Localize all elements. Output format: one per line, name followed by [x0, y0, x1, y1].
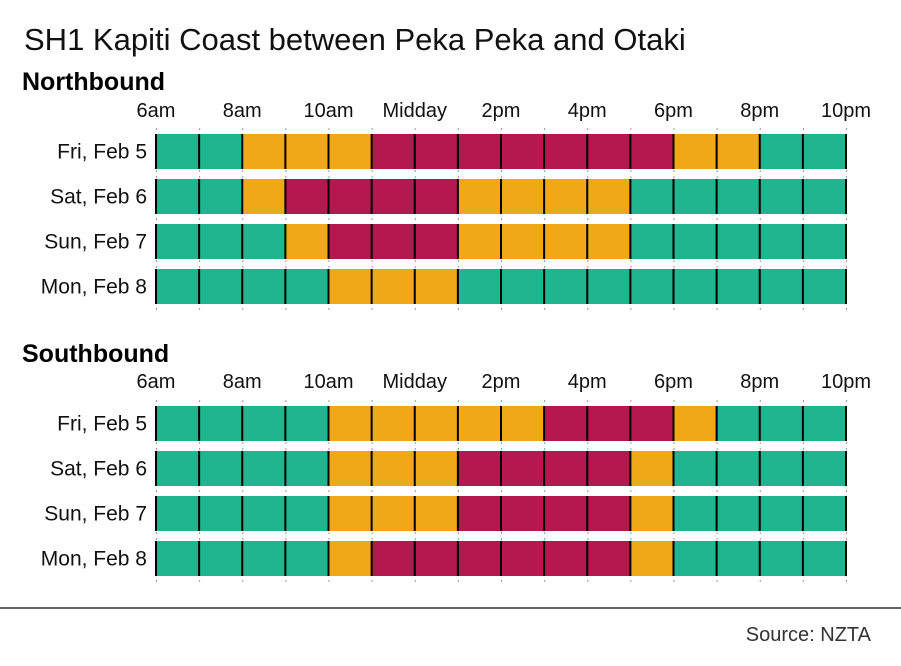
- x-tick-label: 8pm: [740, 100, 779, 122]
- segment-red: [371, 134, 674, 169]
- day-row: Mon, Feb 8: [41, 541, 847, 576]
- section-heading: Southbound: [22, 340, 169, 368]
- section-southbound: Southbound 6am 8am 10am Midday 2pm 4pm 6pm 8pm 1…: [22, 340, 871, 582]
- x-tick-label: 10pm: [821, 371, 871, 393]
- x-tick-label: 4pm: [568, 371, 607, 393]
- day-label: Sun, Feb 7: [44, 503, 147, 526]
- segment-amber: [328, 406, 545, 441]
- x-tick-label: 6pm: [654, 100, 693, 122]
- day-label: Sat, Feb 6: [50, 186, 147, 209]
- x-tick-label: 8pm: [740, 371, 779, 393]
- day-label: Sat, Feb 6: [50, 458, 147, 481]
- day-label: Fri, Feb 5: [57, 413, 147, 436]
- section-heading: Northbound: [22, 68, 165, 96]
- chart-title: SH1 Kapiti Coast between Peka Peka and O…: [24, 22, 686, 57]
- day-row: Sat, Feb 6: [50, 179, 847, 214]
- day-label: Fri, Feb 5: [57, 141, 147, 164]
- x-tick-label: 2pm: [482, 371, 521, 393]
- x-tick-label: 10am: [303, 100, 353, 122]
- x-tick-label: 10pm: [821, 100, 871, 122]
- x-tick-label: 2pm: [482, 100, 521, 122]
- segment-amber: [328, 496, 458, 531]
- day-label: Mon, Feb 8: [41, 276, 147, 299]
- segment-amber: [630, 496, 674, 531]
- source-note: Source: NZTA: [746, 624, 872, 646]
- day-row: Fri, Feb 5: [57, 406, 847, 441]
- x-tick-label: 10am: [303, 371, 353, 393]
- section-northbound: Northbound 6am 8am 10am Midday 2pm 4pm 6pm 8pm 1…: [22, 68, 871, 310]
- day-rows: Fri, Feb 5 Sat, Feb 6 Sun, Feb 7 Mon, Feb 8: [41, 400, 847, 582]
- segment-amber: [242, 134, 372, 169]
- segment-red: [328, 224, 458, 259]
- segment-green: [716, 406, 846, 441]
- segment-green: [457, 269, 846, 304]
- segment-amber: [328, 541, 372, 576]
- day-row: Sun, Feb 7: [44, 496, 847, 531]
- x-tick-label: Midday: [383, 371, 447, 393]
- x-tick-label: 8am: [223, 100, 262, 122]
- day-row: Fri, Feb 5: [57, 134, 847, 169]
- x-tick-label: 6am: [137, 100, 176, 122]
- day-row: Sun, Feb 7: [44, 224, 847, 259]
- segment-green: [156, 224, 286, 259]
- day-row: Mon, Feb 8: [41, 269, 847, 304]
- segment-amber: [328, 451, 458, 486]
- x-tick-label: 4pm: [568, 100, 607, 122]
- segment-green: [630, 224, 846, 259]
- x-tick-label: 6am: [137, 371, 176, 393]
- segment-amber: [673, 406, 717, 441]
- segment-green: [630, 179, 846, 214]
- x-tick-label: 8am: [223, 371, 262, 393]
- day-label: Mon, Feb 8: [41, 548, 147, 571]
- segment-red: [544, 406, 674, 441]
- segment-amber: [630, 541, 674, 576]
- segment-amber: [328, 269, 458, 304]
- segment-amber: [285, 224, 329, 259]
- day-row: Sat, Feb 6: [50, 451, 847, 486]
- time-axis-ticks: 6am 8am 10am Midday 2pm 4pm 6pm 8pm 10pm: [137, 371, 871, 393]
- day-rows: Fri, Feb 5 Sat, Feb 6 Sun, Feb 7 Mon, Feb 8: [41, 128, 847, 310]
- x-tick-label: Midday: [383, 100, 447, 122]
- segment-amber: [630, 451, 674, 486]
- segment-amber: [242, 179, 286, 214]
- x-tick-label: 6pm: [654, 371, 693, 393]
- time-axis-ticks: 6am 8am 10am Midday 2pm 4pm 6pm 8pm 10pm: [137, 100, 871, 122]
- day-label: Sun, Feb 7: [44, 231, 147, 254]
